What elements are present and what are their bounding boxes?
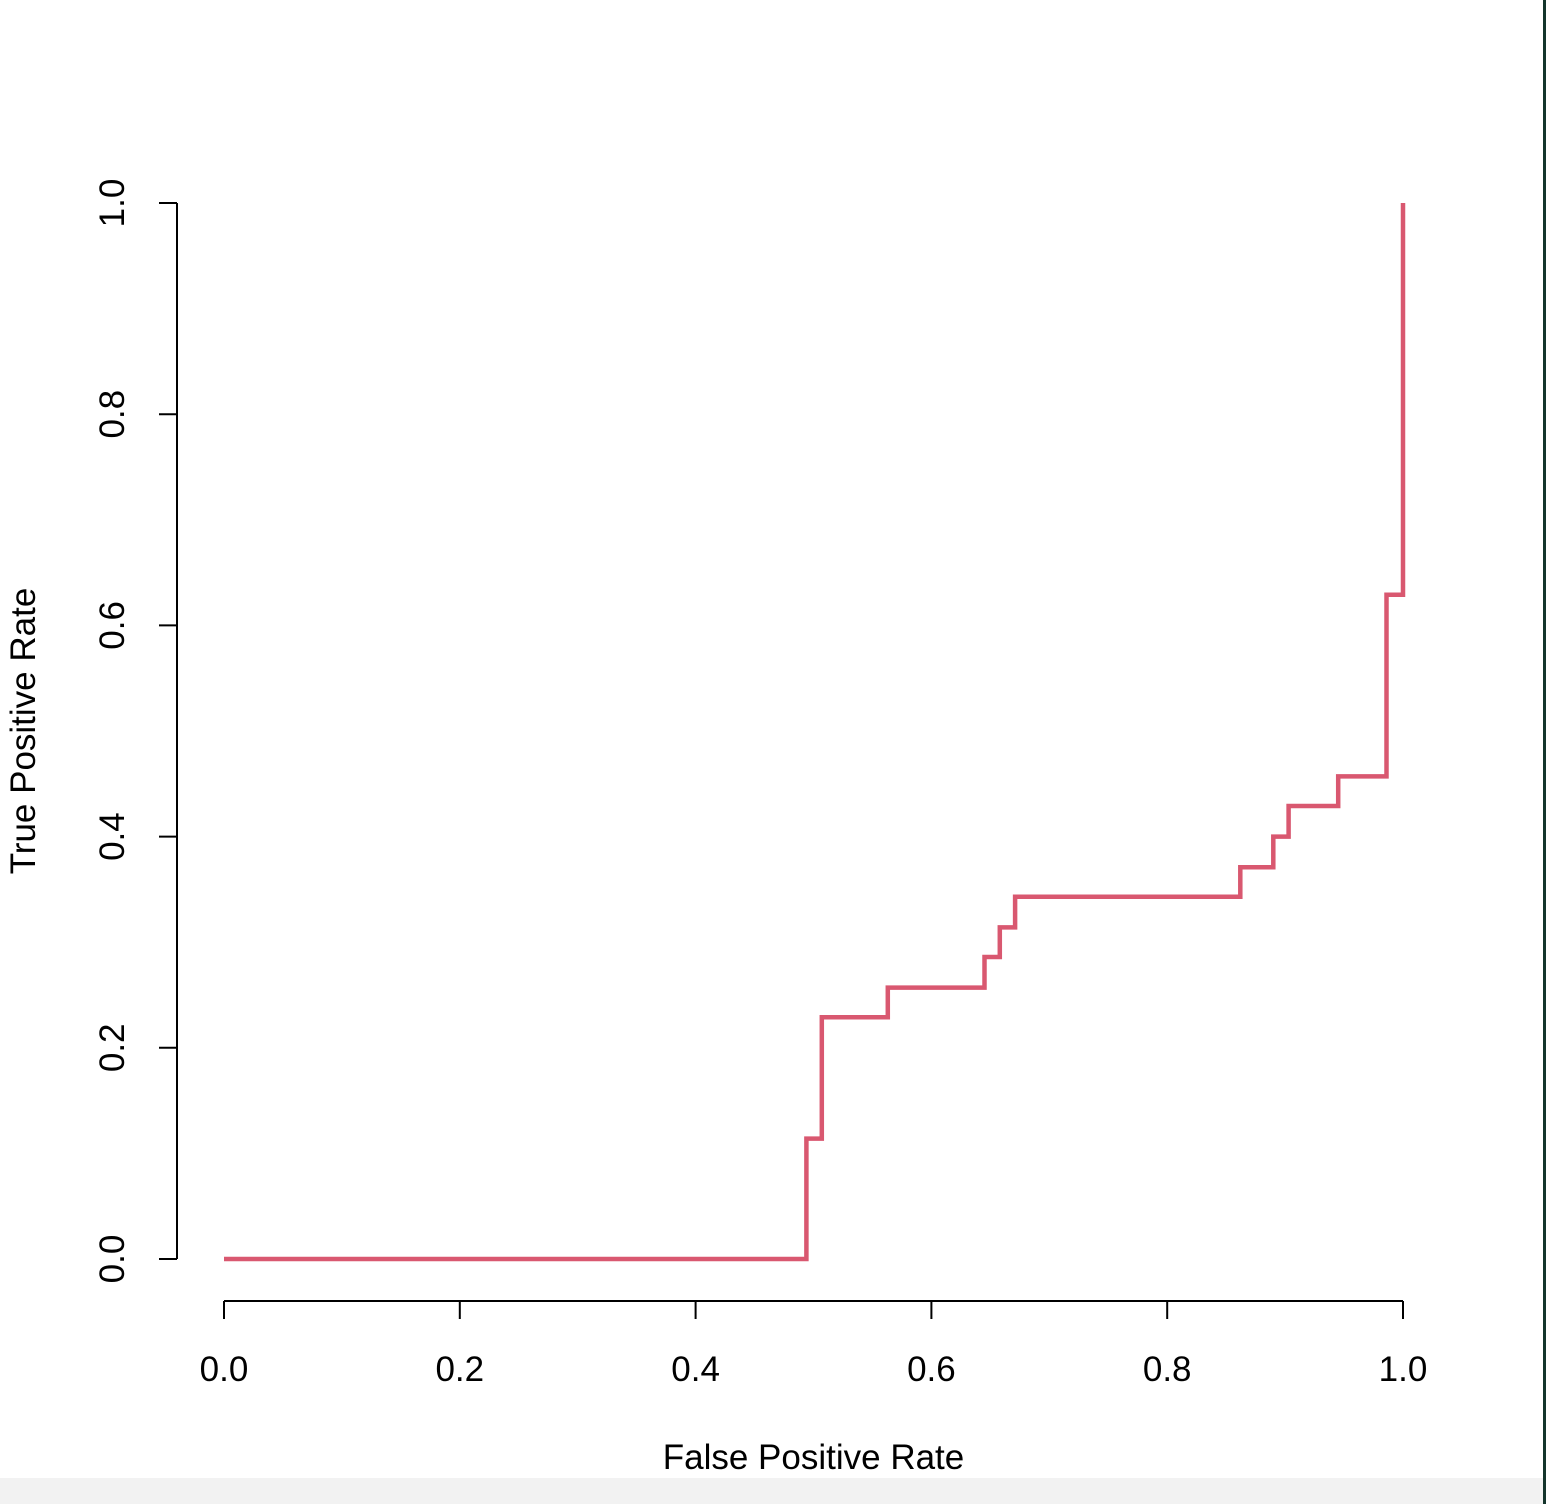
y-tick-label: 0.0 xyxy=(93,1235,132,1284)
window-edge xyxy=(1543,0,1546,1504)
x-tick-label: 0.8 xyxy=(1143,1350,1192,1389)
x-tick-label: 0.6 xyxy=(907,1350,956,1389)
x-tick-label: 0.0 xyxy=(200,1350,249,1389)
x-tick-label: 1.0 xyxy=(1379,1350,1428,1389)
y-tick-label: 1.0 xyxy=(93,179,132,228)
y-axis: 0.0 0.2 0.4 0.6 0.8 1.0 xyxy=(93,179,178,1284)
y-tick-label: 0.6 xyxy=(93,601,132,650)
y-axis-title: True Positive Rate xyxy=(4,588,43,875)
y-tick-label: 0.8 xyxy=(93,390,132,439)
x-tick-label: 0.4 xyxy=(671,1350,720,1389)
roc-curve-line xyxy=(224,203,1406,1262)
x-tick-label: 0.2 xyxy=(435,1350,484,1389)
x-axis-title: False Positive Rate xyxy=(663,1438,965,1477)
y-tick-label: 0.2 xyxy=(93,1023,132,1072)
bottom-band xyxy=(0,1478,1543,1504)
x-axis: 0.0 0.2 0.4 0.6 0.8 1.0 xyxy=(200,1300,1428,1389)
series-layer xyxy=(224,203,1406,1262)
y-tick-label: 0.4 xyxy=(93,812,132,861)
